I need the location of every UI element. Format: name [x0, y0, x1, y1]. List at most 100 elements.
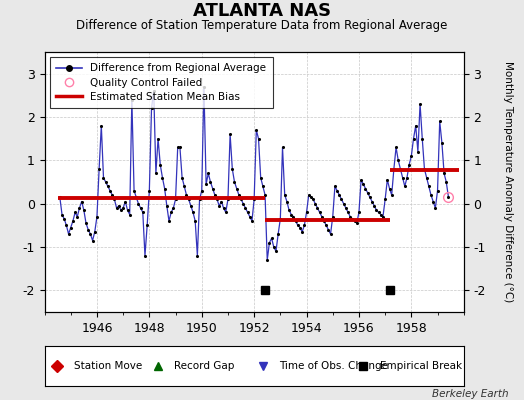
- Point: [372, 207, 380, 213]
- Point: [173, 144, 182, 150]
- Point: [123, 207, 132, 213]
- Point: [270, 244, 278, 250]
- Point: [191, 218, 200, 224]
- Point: [278, 144, 287, 150]
- Point: [296, 224, 304, 231]
- Point: [293, 222, 302, 228]
- Point: [375, 209, 383, 216]
- Point: [152, 170, 160, 176]
- Point: [280, 192, 289, 198]
- Point: [217, 198, 226, 205]
- Point: [313, 205, 322, 211]
- Point: [130, 188, 138, 194]
- Point: [348, 216, 357, 222]
- Point: [60, 216, 69, 222]
- Point: [71, 209, 79, 216]
- Point: [248, 218, 256, 224]
- Point: [381, 196, 389, 202]
- Point: [315, 209, 324, 216]
- Point: [106, 188, 114, 194]
- Point: [418, 136, 427, 142]
- Point: [409, 136, 418, 142]
- Point: [392, 144, 400, 150]
- Point: [344, 209, 352, 216]
- Point: [298, 229, 307, 235]
- Point: [435, 118, 444, 124]
- Point: [342, 205, 350, 211]
- Point: [274, 231, 282, 237]
- Point: [215, 203, 223, 209]
- Point: [244, 209, 252, 216]
- Point: [377, 211, 385, 218]
- Point: [267, 235, 276, 242]
- Point: [411, 122, 420, 129]
- Point: [444, 194, 453, 200]
- Point: [403, 174, 411, 181]
- Point: [401, 183, 409, 190]
- Point: [89, 237, 97, 244]
- Point: [228, 166, 236, 172]
- Point: [149, 88, 158, 94]
- Point: [353, 220, 361, 226]
- Point: [438, 140, 446, 146]
- Point: [364, 190, 372, 196]
- Y-axis label: Monthly Temperature Anomaly Difference (°C): Monthly Temperature Anomaly Difference (…: [503, 61, 512, 303]
- Point: [202, 181, 210, 187]
- Point: [407, 153, 416, 159]
- Point: [171, 196, 180, 202]
- Point: [287, 211, 296, 218]
- Point: [257, 174, 265, 181]
- Point: [134, 200, 143, 207]
- Point: [355, 209, 363, 216]
- Point: [324, 226, 333, 233]
- Point: [359, 181, 367, 187]
- Point: [366, 194, 374, 200]
- Point: [311, 200, 320, 207]
- Point: [429, 198, 438, 205]
- Point: [259, 183, 267, 190]
- Point: [333, 188, 341, 194]
- Point: [147, 105, 156, 112]
- Text: Empirical Break: Empirical Break: [380, 361, 462, 371]
- Point: [329, 214, 337, 220]
- Point: [252, 127, 260, 133]
- Point: [357, 177, 365, 183]
- Point: [398, 174, 407, 181]
- Point: [335, 192, 344, 198]
- Point: [184, 196, 193, 202]
- Point: [213, 196, 221, 202]
- Point: [195, 196, 204, 202]
- Point: [276, 216, 285, 222]
- Text: Berkeley Earth: Berkeley Earth: [432, 389, 508, 399]
- Point: [93, 214, 101, 220]
- Point: [331, 183, 339, 190]
- Point: [209, 185, 217, 192]
- Point: [104, 183, 112, 190]
- Point: [379, 214, 387, 220]
- Point: [250, 196, 258, 202]
- Point: [424, 183, 433, 190]
- Point: [169, 205, 178, 211]
- Point: [162, 203, 171, 209]
- Point: [84, 226, 92, 233]
- Point: [385, 185, 394, 192]
- Point: [117, 207, 125, 213]
- Point: [309, 196, 318, 202]
- Point: [307, 194, 315, 200]
- Point: [416, 101, 424, 107]
- Point: [237, 196, 245, 202]
- Point: [69, 218, 77, 224]
- Point: [442, 179, 451, 185]
- Point: [86, 231, 95, 237]
- Point: [220, 205, 228, 211]
- Point: [394, 157, 402, 164]
- Legend: Difference from Regional Average, Quality Control Failed, Estimated Station Mean: Difference from Regional Average, Qualit…: [50, 57, 272, 108]
- Text: Station Move: Station Move: [74, 361, 142, 371]
- Point: [180, 183, 189, 190]
- Point: [113, 205, 121, 211]
- Point: [132, 194, 140, 200]
- Point: [176, 144, 184, 150]
- Point: [91, 229, 99, 235]
- Point: [95, 166, 103, 172]
- Point: [145, 188, 154, 194]
